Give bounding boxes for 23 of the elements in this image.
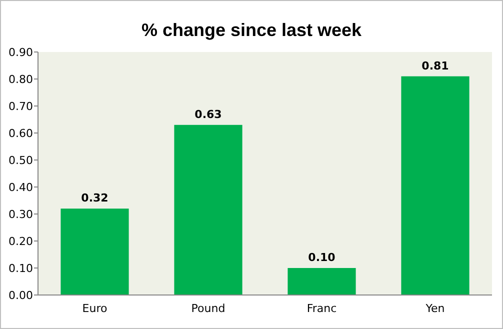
bar [288, 268, 356, 295]
bar [60, 208, 129, 295]
y-tick-label: 0.20 [8, 234, 33, 248]
x-tick-label: Pound [191, 302, 226, 315]
x-tick-label: Euro [82, 302, 108, 315]
x-tick-label: Franc [306, 302, 337, 315]
data-label: 0.81 [422, 59, 449, 72]
y-tick-label: 0.80 [8, 72, 33, 86]
chart-title: % change since last week [141, 20, 363, 40]
y-tick-label: 0.10 [8, 262, 33, 275]
y-tick-label: 0.90 [8, 46, 33, 59]
data-label: 0.63 [194, 108, 222, 121]
y-tick-label: 0.30 [8, 208, 33, 221]
y-tick-label: 0.70 [8, 100, 33, 113]
x-tick-label: Yen [424, 302, 445, 315]
bar [174, 124, 242, 295]
y-tick-label: 0.00 [8, 288, 33, 302]
y-tick-label: 0.40 [8, 180, 33, 194]
data-label: 0.32 [81, 192, 108, 205]
data-label: 0.10 [308, 251, 336, 264]
y-tick-label: 0.50 [8, 154, 33, 167]
y-tick-label: 0.60 [8, 126, 33, 140]
bar [401, 76, 470, 295]
